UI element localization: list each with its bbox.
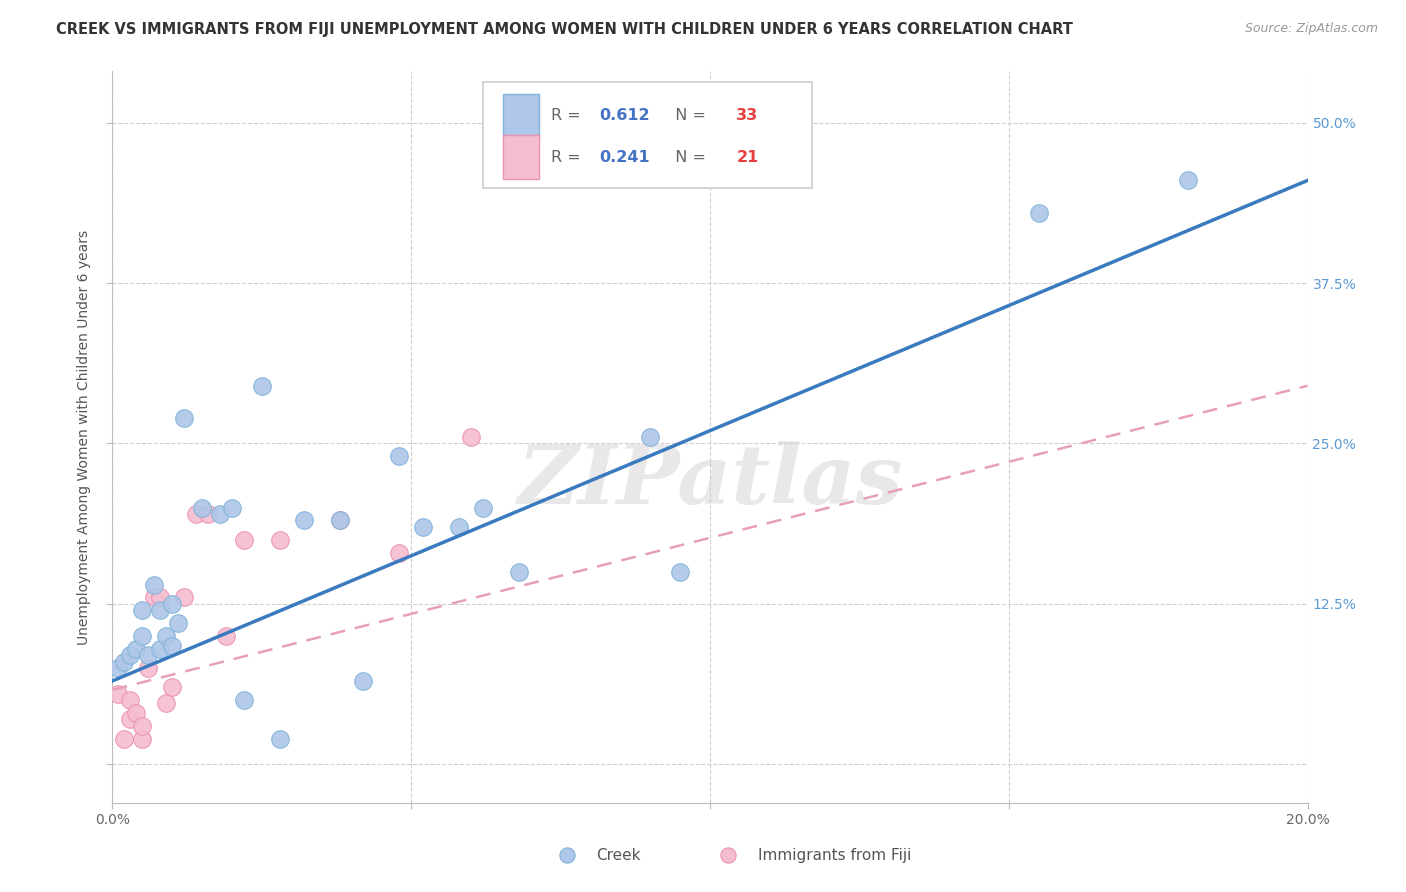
- Point: [191, 500, 214, 515]
- Point: [131, 603, 153, 617]
- Point: [221, 500, 243, 515]
- Point: [114, 655, 135, 669]
- Point: [131, 731, 153, 746]
- Text: N =: N =: [665, 108, 711, 123]
- Point: [149, 641, 172, 656]
- Text: Source: ZipAtlas.com: Source: ZipAtlas.com: [1244, 22, 1378, 36]
- Point: [250, 378, 273, 392]
- Point: [138, 648, 160, 663]
- Point: [292, 514, 315, 528]
- Text: ZIPatlas: ZIPatlas: [517, 441, 903, 521]
- Point: [460, 430, 482, 444]
- Text: 33: 33: [737, 108, 759, 123]
- Point: [162, 597, 183, 611]
- Point: [143, 577, 166, 591]
- Point: [449, 520, 471, 534]
- Point: [155, 629, 177, 643]
- Point: [508, 565, 530, 579]
- Point: [131, 629, 153, 643]
- Point: [138, 661, 160, 675]
- Point: [149, 603, 172, 617]
- Point: [329, 514, 352, 528]
- Point: [167, 616, 190, 631]
- Text: 0.612: 0.612: [599, 108, 650, 123]
- Point: [209, 507, 232, 521]
- Point: [353, 673, 375, 688]
- Point: [233, 533, 256, 547]
- Point: [125, 706, 148, 720]
- Point: [131, 719, 153, 733]
- Point: [388, 545, 411, 559]
- Point: [640, 430, 662, 444]
- Point: [125, 641, 148, 656]
- Text: CREEK VS IMMIGRANTS FROM FIJI UNEMPLOYMENT AMONG WOMEN WITH CHILDREN UNDER 6 YEA: CREEK VS IMMIGRANTS FROM FIJI UNEMPLOYME…: [56, 22, 1073, 37]
- Point: [186, 507, 208, 521]
- FancyBboxPatch shape: [484, 82, 811, 188]
- Point: [388, 450, 411, 464]
- Point: [162, 639, 183, 653]
- Point: [412, 520, 434, 534]
- Point: [173, 410, 195, 425]
- Point: [329, 514, 352, 528]
- Y-axis label: Unemployment Among Women with Children Under 6 years: Unemployment Among Women with Children U…: [77, 229, 91, 645]
- Point: [155, 696, 177, 710]
- Point: [215, 629, 238, 643]
- Point: [472, 500, 495, 515]
- Point: [1028, 205, 1050, 219]
- Text: 21: 21: [737, 150, 759, 165]
- Text: R =: R =: [551, 150, 586, 165]
- Point: [107, 661, 129, 675]
- Point: [162, 681, 183, 695]
- Point: [149, 591, 172, 605]
- Point: [114, 731, 135, 746]
- Point: [669, 565, 692, 579]
- Text: 0.241: 0.241: [599, 150, 650, 165]
- Point: [143, 591, 166, 605]
- Text: N =: N =: [665, 150, 711, 165]
- Point: [107, 687, 129, 701]
- Point: [197, 507, 219, 521]
- Text: R =: R =: [551, 108, 586, 123]
- Point: [269, 731, 291, 746]
- Point: [120, 693, 142, 707]
- Point: [1177, 173, 1199, 187]
- Point: [173, 591, 195, 605]
- Point: [120, 648, 142, 663]
- Point: [120, 712, 142, 726]
- Text: Creek: Creek: [596, 848, 641, 863]
- Point: [233, 693, 256, 707]
- FancyBboxPatch shape: [503, 136, 538, 179]
- Text: Immigrants from Fiji: Immigrants from Fiji: [758, 848, 911, 863]
- FancyBboxPatch shape: [503, 94, 538, 137]
- Point: [269, 533, 291, 547]
